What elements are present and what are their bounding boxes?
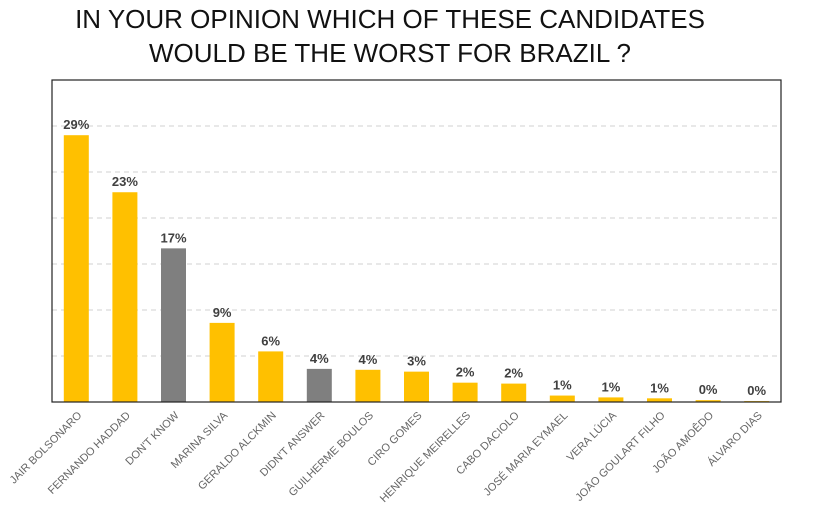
data-label: 23%	[112, 174, 138, 189]
data-label: 1%	[553, 378, 572, 393]
x-tick-label: HENRIQUE MEIRELLES	[378, 410, 473, 505]
chart-title-line-2: WOULD BE THE WORST FOR BRAZIL ?	[148, 38, 632, 68]
data-label: 6%	[261, 333, 280, 348]
bar	[598, 397, 624, 402]
bar	[452, 382, 478, 402]
x-tick-label: JOÃO GOULART FILHO	[573, 409, 668, 504]
data-label: 0%	[699, 382, 718, 397]
bar	[258, 351, 284, 402]
data-label: 0%	[747, 383, 766, 398]
x-tick-label: VERA LÚCIA	[564, 408, 619, 463]
bar	[209, 322, 235, 402]
data-label: 2%	[456, 365, 475, 380]
data-label: 3%	[407, 354, 426, 369]
bar	[63, 135, 89, 402]
bar	[161, 248, 186, 402]
bar	[306, 368, 332, 402]
plot-border	[51, 79, 782, 403]
bar	[549, 395, 575, 402]
data-label: 29%	[63, 117, 89, 132]
x-tick-label: JOSÉ MARIA EYMAEL	[481, 409, 571, 499]
data-label: 1%	[602, 379, 621, 394]
data-label: 4%	[359, 352, 378, 367]
data-label: 17%	[160, 230, 186, 245]
data-label: 4%	[310, 351, 329, 366]
data-label: 2%	[504, 366, 523, 381]
data-label: 1%	[650, 380, 669, 395]
bar	[404, 371, 429, 402]
x-tick-label: GUILHERME BOULOS	[287, 410, 376, 499]
bar	[647, 398, 672, 402]
chart-title-line-1: IN YOUR OPINION WHICH OF THESE CANDIDATE…	[75, 4, 705, 34]
bar	[501, 383, 527, 402]
bar	[355, 369, 381, 402]
x-tick-label: FERNANDO HADDAD	[46, 410, 133, 497]
bar	[695, 400, 721, 402]
data-label: 9%	[213, 305, 232, 320]
bar	[112, 192, 138, 402]
